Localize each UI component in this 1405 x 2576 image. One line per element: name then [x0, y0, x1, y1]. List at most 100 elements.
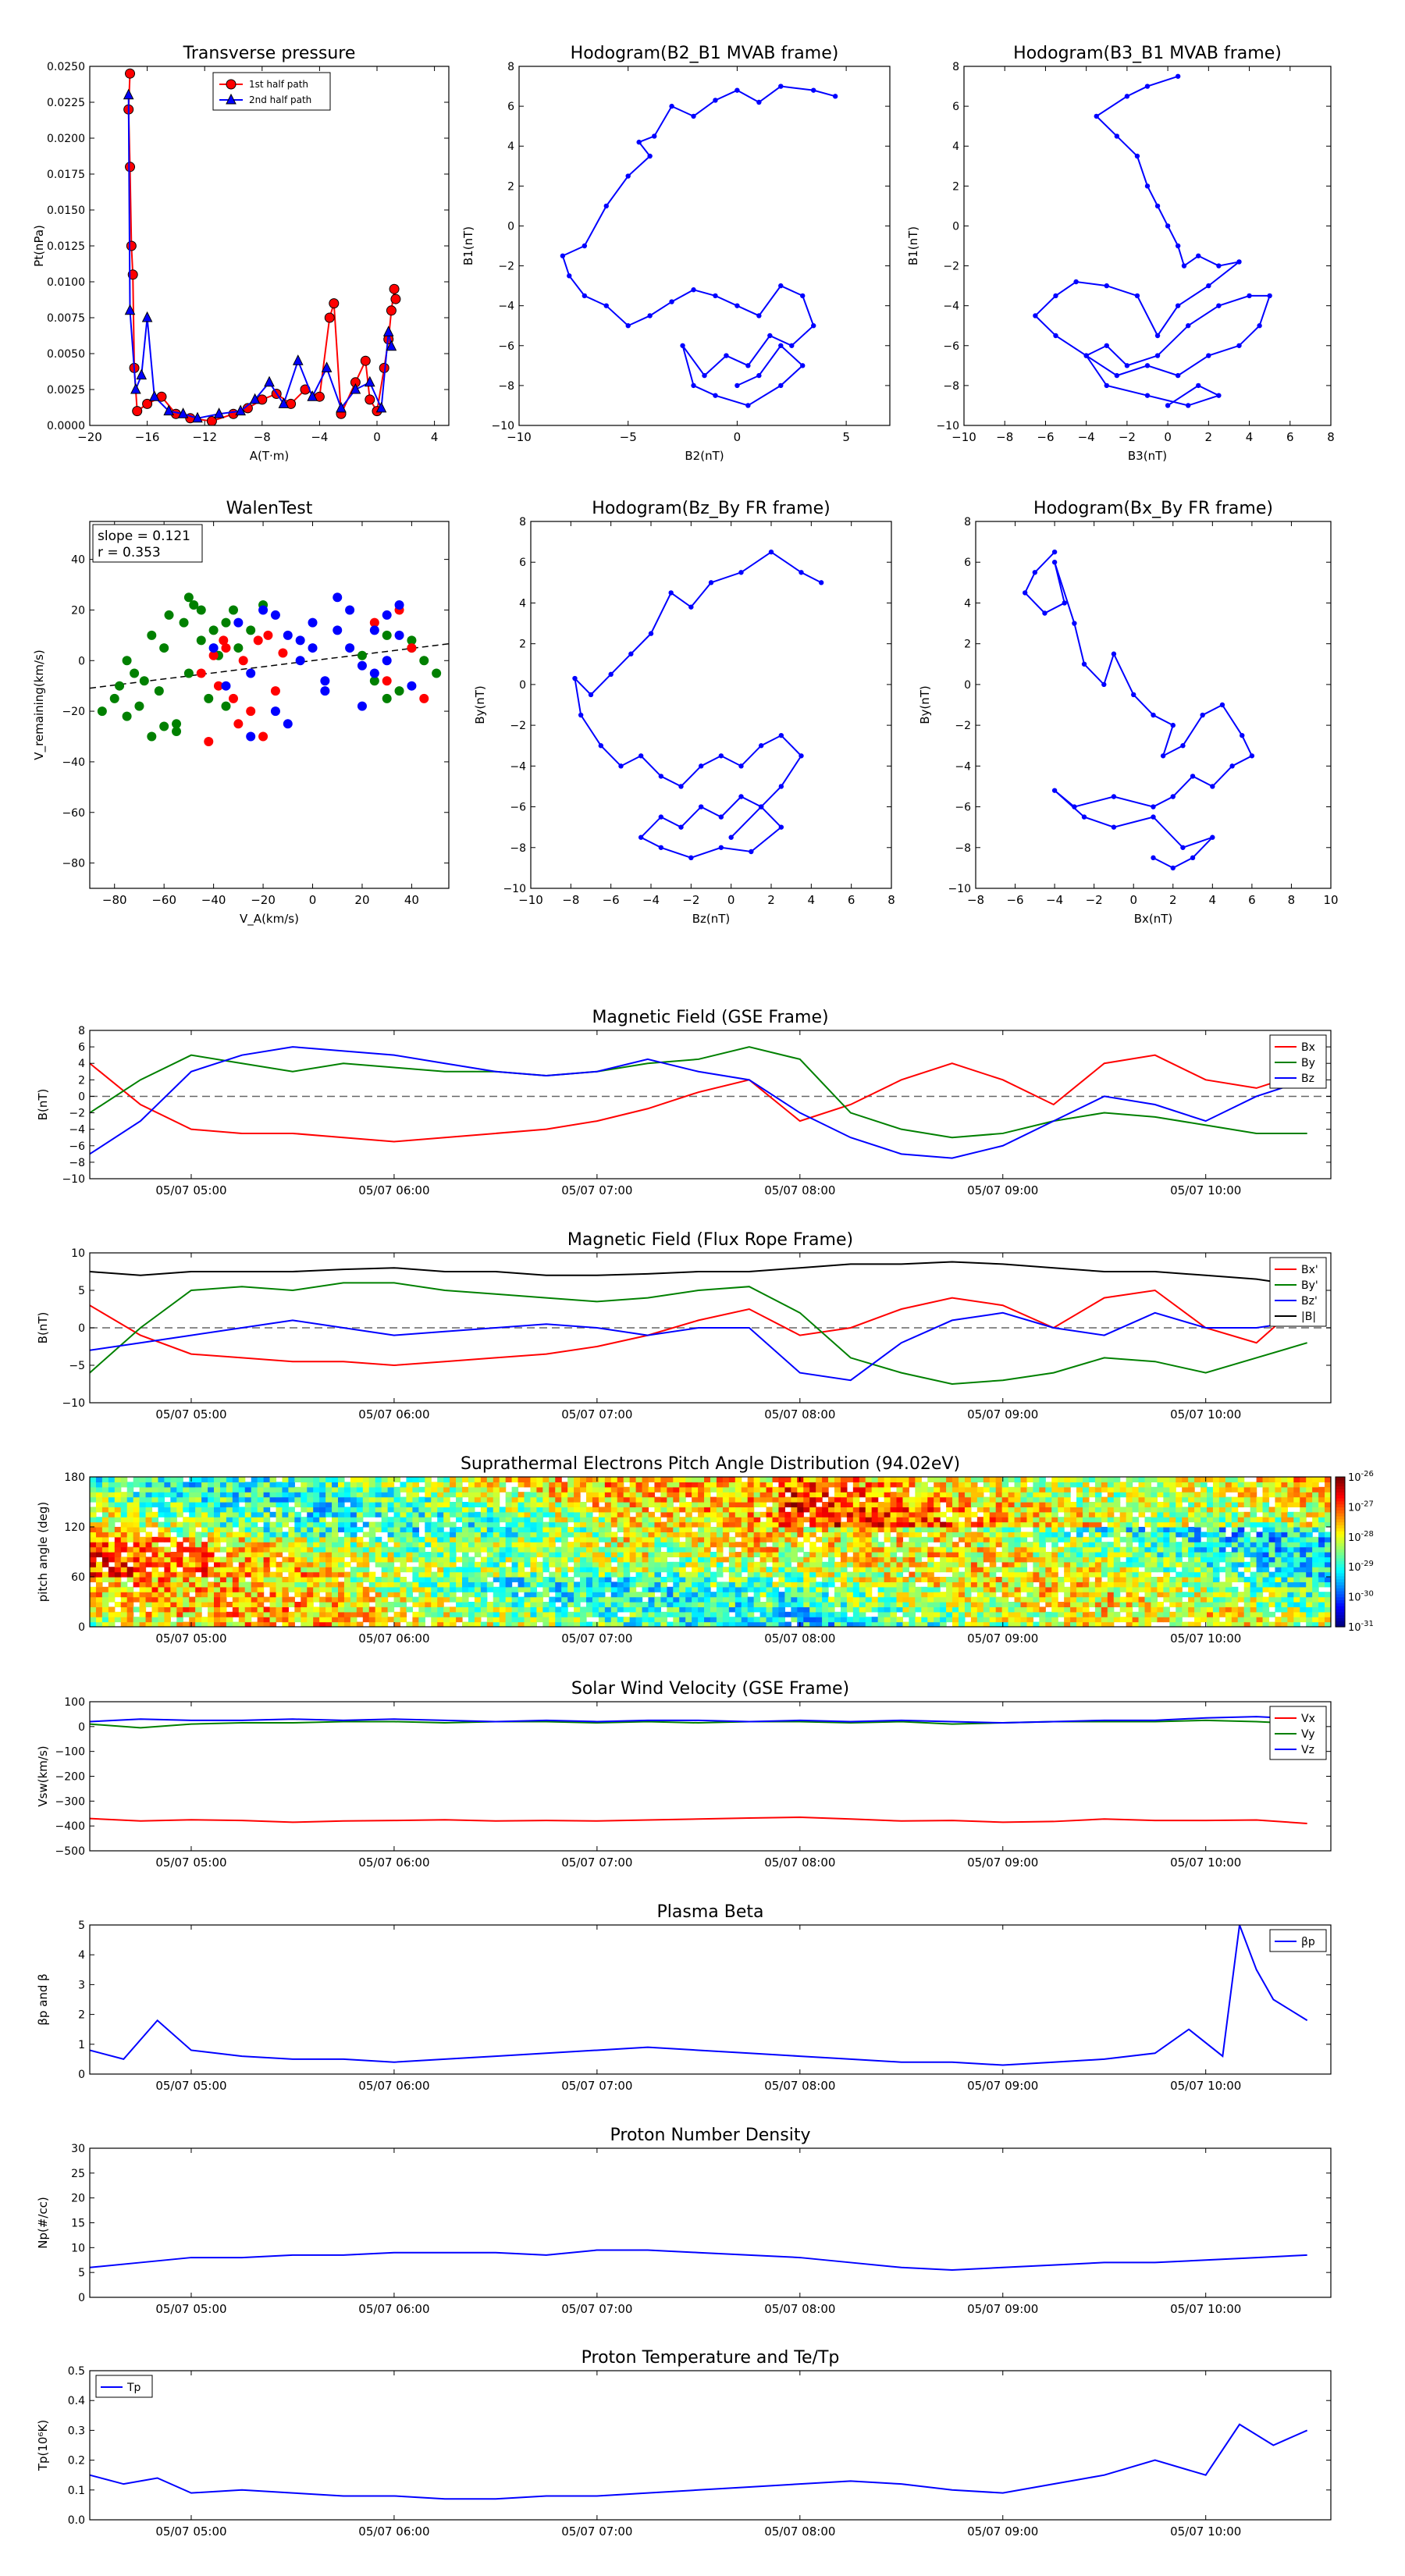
heatmap-cell — [679, 1571, 686, 1578]
heatmap-cell — [704, 1486, 711, 1493]
heatmap-cell — [437, 1552, 444, 1557]
heatmap-cell — [244, 1546, 252, 1553]
heatmap-cell — [970, 1546, 978, 1553]
heatmap-cell — [604, 1557, 612, 1563]
heatmap-cell — [635, 1511, 643, 1517]
heatmap-cell — [604, 1486, 612, 1493]
heatmap-cell — [673, 1592, 680, 1598]
heatmap-cell — [301, 1552, 308, 1557]
heatmap-cell — [902, 1621, 909, 1627]
heatmap-cell — [343, 1521, 351, 1528]
x-tick-label: 40 — [404, 893, 419, 907]
heatmap-cell — [698, 1486, 705, 1493]
heatmap-cell — [456, 1536, 463, 1542]
heatmap-cell — [1008, 1606, 1016, 1613]
heatmap-cell — [387, 1602, 395, 1607]
heatmap-cell — [610, 1606, 618, 1613]
heatmap-cell — [176, 1486, 183, 1493]
heatmap-cell — [462, 1502, 469, 1507]
heatmap-cell — [1014, 1542, 1022, 1548]
heatmap-cell — [518, 1596, 525, 1603]
heatmap-cell — [685, 1477, 692, 1482]
y-tick-label: −2 — [498, 261, 514, 273]
heatmap-cell — [468, 1477, 475, 1482]
heatmap-cell — [976, 1552, 984, 1557]
heatmap-cell — [195, 1577, 202, 1582]
heatmap-cell — [151, 1517, 159, 1523]
heatmap-cell — [648, 1557, 656, 1563]
heatmap-cell — [95, 1496, 103, 1503]
heatmap-cell — [431, 1521, 438, 1528]
heatmap-cell — [852, 1546, 860, 1553]
heatmap-cell — [375, 1552, 382, 1557]
data-point — [713, 293, 718, 299]
heatmap-cell — [499, 1477, 507, 1482]
heatmap-cell — [586, 1606, 593, 1613]
heatmap-cell — [263, 1536, 271, 1542]
heatmap-cell — [890, 1611, 898, 1617]
heatmap-cell — [238, 1592, 246, 1598]
heatmap-cell — [934, 1477, 941, 1482]
heatmap-cell — [381, 1617, 389, 1623]
heatmap-cell — [195, 1546, 202, 1553]
heatmap-cell — [332, 1536, 339, 1542]
heatmap-cell — [859, 1482, 866, 1488]
heatmap-cell — [101, 1507, 109, 1513]
y-tick-label: 2 — [507, 180, 514, 193]
heatmap-cell — [692, 1496, 699, 1503]
heatmap-cell — [468, 1496, 475, 1503]
heatmap-cell — [114, 1557, 122, 1563]
heatmap-cell — [332, 1486, 339, 1493]
heatmap-cell — [282, 1517, 289, 1523]
heatmap-cell — [450, 1542, 457, 1548]
heatmap-cell — [902, 1527, 909, 1532]
heatmap-cell — [592, 1592, 599, 1598]
heatmap-cell — [486, 1602, 494, 1607]
heatmap-cell — [214, 1546, 221, 1553]
heatmap-cell — [226, 1532, 233, 1538]
heatmap-cell — [133, 1502, 140, 1507]
heatmap-cell — [499, 1546, 507, 1553]
heatmap-cell — [189, 1606, 196, 1613]
heatmap-cell — [791, 1557, 798, 1563]
heatmap-cell — [201, 1507, 208, 1513]
heatmap-cell — [406, 1606, 413, 1613]
heatmap-cell — [244, 1621, 252, 1627]
heatmap-cell — [462, 1582, 469, 1588]
heatmap-cell — [505, 1527, 513, 1532]
heatmap-cell — [450, 1507, 457, 1513]
heatmap-cell — [381, 1577, 389, 1582]
heatmap-cell — [139, 1521, 147, 1528]
heatmap-cell — [412, 1477, 419, 1482]
heatmap-cell — [1014, 1561, 1022, 1567]
heatmap-cell — [499, 1482, 507, 1488]
heatmap-cell — [735, 1592, 742, 1598]
heatmap-cell — [772, 1617, 780, 1623]
legend-marker — [226, 79, 237, 90]
heatmap-cell — [393, 1507, 401, 1513]
heatmap-cell — [232, 1596, 240, 1603]
heatmap-cell — [567, 1532, 574, 1538]
heatmap-cell — [518, 1532, 525, 1538]
heatmap-cell — [474, 1502, 482, 1507]
heatmap-cell — [567, 1546, 574, 1553]
heatmap-cell — [251, 1527, 258, 1532]
heatmap-cell — [530, 1571, 537, 1578]
heatmap-cell — [976, 1546, 984, 1553]
heatmap-cell — [269, 1546, 277, 1553]
heatmap-cell — [313, 1557, 320, 1563]
chart-h3: −10 −8 −6 −4 −2 0 2 4 6 8−10−8−6−4−202468Hodogram… — [473, 499, 895, 926]
heatmap-cell — [307, 1482, 314, 1488]
heatmap-cell — [437, 1507, 444, 1513]
heatmap-cell — [722, 1496, 730, 1503]
heatmap-cell — [95, 1486, 103, 1493]
heatmap-cell — [989, 1502, 997, 1507]
chart-title: Transverse pressure — [183, 44, 356, 63]
heatmap-cell — [294, 1561, 301, 1567]
heatmap-cell — [822, 1606, 829, 1613]
heatmap-cell — [673, 1606, 680, 1613]
data-point — [390, 294, 401, 304]
data-point — [1181, 263, 1187, 269]
heatmap-cell — [313, 1536, 320, 1542]
heatmap-cell — [480, 1517, 488, 1523]
